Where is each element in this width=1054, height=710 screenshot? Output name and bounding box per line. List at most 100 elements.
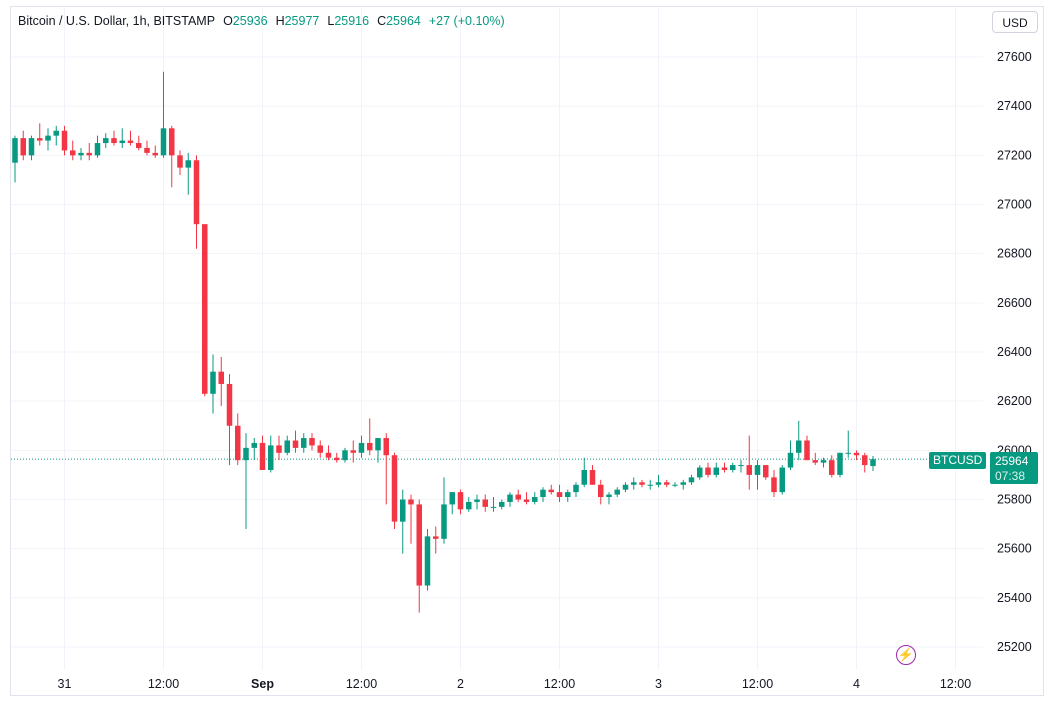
candle-body [457,492,464,510]
candle-body [796,440,802,453]
candle-body [771,477,777,493]
candle-body [86,152,92,156]
candle-body [136,143,142,148]
candle-body [507,494,513,502]
candle-body [424,536,431,586]
x-tick-label: 12:00 [742,677,773,691]
candle-body [78,152,84,156]
candle-body [862,455,868,466]
x-tick-label: 12:00 [544,677,575,691]
candle-body [226,383,233,426]
candle-body [400,499,406,522]
candle-body [779,467,785,493]
candle-body [28,138,35,156]
last-price: 25964 [995,454,1029,468]
candle-body [820,460,827,463]
candle-body [152,152,158,156]
candle-body [631,482,637,485]
candle-body [317,445,323,453]
candle-body [408,499,414,505]
y-tick-label: 25200 [997,640,1032,654]
candle-body [581,470,587,485]
close-label: C [377,14,387,28]
candle-body [804,440,810,461]
low-label: L [327,14,335,28]
candle-body [235,425,241,461]
candle-body [325,452,332,458]
candle-body [532,497,538,502]
candle-body [746,465,752,475]
candle-body [672,484,678,486]
high-value: 25977 [284,14,320,28]
candle-body [812,460,818,463]
currency-button[interactable]: USD [992,11,1038,33]
candle-body [391,455,398,522]
candle-body [870,459,876,467]
candle-body [284,440,290,453]
y-tick-label: 25800 [997,493,1032,507]
candle-body [565,492,571,498]
y-tick-label: 26800 [997,247,1032,261]
candle-body [853,452,860,456]
candle-body [837,452,843,475]
candle-body [449,492,455,505]
y-tick-label: 26600 [997,296,1032,310]
x-tick-label: 3 [655,677,662,691]
x-tick-label: 2 [457,677,464,691]
candle-body [259,442,266,470]
candle-body [482,499,488,507]
candle-body [738,465,744,467]
candle-body [70,150,76,156]
candle-body [119,140,125,144]
candle-body [218,371,224,384]
candle-body [383,438,389,456]
lightning-icon[interactable]: ⚡ [896,645,916,665]
candle-body [829,460,835,475]
change-value: +27 (+0.10%) [428,14,505,28]
candle-body [144,147,150,153]
candle-body [730,465,736,470]
candle-body [202,224,208,394]
candle-body [556,492,563,498]
candle-body [53,130,59,136]
candle-body [474,499,480,502]
candle-body [697,467,703,478]
candle-body [251,442,257,448]
last-price-label: 25964 07:38 [990,452,1038,484]
candle-body [845,452,851,454]
candle-body [655,482,662,485]
candle-body [20,138,26,156]
candle-body [111,138,117,144]
candle-body [647,484,653,486]
candle-body [573,484,579,493]
candle-body [61,130,68,151]
candle-body [367,442,373,451]
bar-countdown: 07:38 [995,469,1026,483]
candle-body [433,536,439,539]
y-tick-label: 26200 [997,394,1032,408]
candle-body [713,467,719,475]
y-tick-label: 25600 [997,542,1032,556]
x-tick-label: 31 [58,677,72,691]
candle-body [548,489,554,493]
y-tick-label: 27200 [997,148,1032,162]
y-tick-label: 27600 [997,50,1032,64]
y-tick-label: 27400 [997,99,1032,113]
candle-body [540,489,546,498]
low-value: 25916 [334,14,370,28]
candle-body [169,128,175,156]
candle-body [276,445,282,453]
x-tick-label: Sep [251,677,274,691]
open-label: O [223,14,233,28]
candle-body [589,470,596,485]
x-tick-label: 4 [853,677,860,691]
candle-body [210,371,216,394]
candle-body [103,138,109,144]
candle-body [523,499,530,502]
candle-body [243,447,249,461]
open-value: 25936 [232,14,268,28]
candle-body [622,484,629,490]
y-tick-label: 27000 [997,198,1032,212]
symbol-price-label: BTCUSD [929,452,987,469]
